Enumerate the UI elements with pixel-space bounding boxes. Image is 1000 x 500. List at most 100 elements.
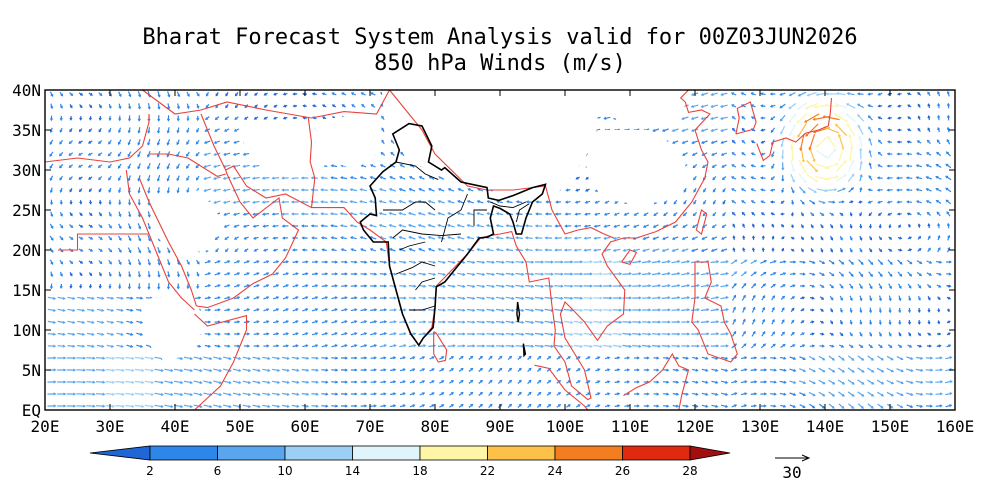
wind-vector-head [910, 405, 914, 408]
wind-vector [311, 369, 319, 371]
wind-vector-head [491, 308, 496, 312]
wind-vector-head [938, 272, 942, 276]
wind-vector-head [521, 308, 525, 312]
wind-vector-head [691, 248, 695, 252]
wind-vector-head [667, 284, 671, 288]
wind-vector [876, 379, 884, 385]
wind-vector-head [710, 128, 714, 132]
wind-vector-head [480, 355, 484, 359]
wind-vector-head [936, 211, 940, 215]
wind-vector-head [868, 225, 873, 229]
wind-vector-head [811, 308, 815, 312]
wind-vector-head [285, 272, 290, 276]
wind-vector-head [334, 260, 339, 264]
wind-vector-head [393, 356, 397, 360]
wind-vector-head [810, 237, 814, 241]
wind-vector-head [918, 285, 922, 289]
wind-vector-head [917, 297, 921, 301]
wind-vector-head [805, 133, 809, 137]
wind-vector [760, 260, 767, 264]
wind-vector-head [652, 128, 656, 132]
wind-vector [232, 380, 241, 384]
wind-vector-head [379, 176, 383, 180]
wind-vector-head [213, 152, 217, 156]
wind-vector-head [128, 250, 132, 254]
wind-vector [818, 200, 826, 204]
wind-vector-head [225, 93, 229, 97]
wind-vector-head [108, 273, 112, 277]
wind-vector-head [306, 356, 310, 360]
wind-vector [515, 345, 524, 347]
wind-vector-head [253, 116, 257, 120]
wind-vector-head [667, 320, 671, 324]
wind-vector [350, 176, 357, 180]
wind-vector-head [101, 332, 105, 336]
wind-vector [408, 321, 416, 323]
wind-vector-head [147, 166, 151, 170]
wind-vector [711, 248, 718, 252]
wind-vector-head [233, 224, 237, 228]
wind-vector-head [215, 105, 219, 109]
wind-vector-head [472, 332, 476, 336]
wind-vector-head [831, 273, 835, 277]
wind-vector-head [515, 224, 519, 228]
wind-vector-head [769, 92, 773, 96]
wind-vector-head [482, 272, 486, 276]
wind-vector [534, 320, 544, 324]
wind-vector [379, 212, 387, 216]
wind-vector-head [760, 200, 764, 204]
wind-vector-head [831, 212, 835, 216]
wind-vector-head [725, 296, 729, 300]
wind-vector-head [472, 272, 476, 276]
wind-vector-head [511, 332, 515, 336]
wind-vector-head [646, 368, 650, 372]
wind-vector [222, 392, 232, 396]
wind-vector-head [715, 392, 719, 396]
wind-vector [824, 104, 839, 108]
wind-vector-head [137, 142, 141, 146]
wind-vector-head [147, 106, 151, 110]
wind-vector-head [719, 104, 724, 108]
wind-vector-head [936, 151, 939, 155]
wind-vector-head [720, 248, 724, 252]
wind-vector [86, 381, 95, 383]
wind-vector-head [675, 404, 680, 408]
wind-vector [466, 272, 475, 276]
wind-vector [836, 160, 847, 172]
wind-vector-head [49, 129, 53, 134]
wind-vector [262, 380, 270, 384]
wind-vector-head [501, 296, 505, 300]
wind-vector-head [905, 176, 909, 180]
wind-vector [672, 128, 679, 132]
wind-vector-head [59, 129, 63, 133]
wind-vector-head [681, 249, 685, 252]
wind-vector-head [821, 320, 825, 324]
wind-vector-head [867, 200, 871, 204]
wind-vector-head [886, 164, 890, 168]
wind-vector [662, 248, 670, 252]
wind-vector-head [538, 379, 542, 383]
wind-vector-head [324, 320, 329, 324]
wind-vector-head [98, 117, 102, 121]
wind-vector [136, 344, 143, 348]
wind-vector-head [734, 392, 738, 396]
wind-vector [252, 392, 261, 396]
wind-vector-head [599, 260, 603, 264]
wind-vector-head [594, 200, 598, 204]
wind-vector-head [822, 357, 826, 361]
wind-vector-head [687, 320, 691, 324]
wind-vector-head [560, 260, 564, 264]
wind-vector [457, 284, 465, 288]
wind-vector-head [329, 200, 334, 204]
wind-vector [710, 260, 719, 264]
wind-vector-head [89, 260, 93, 264]
wind-vector-head [320, 200, 324, 204]
wind-vector [154, 368, 163, 372]
wind-vector [848, 259, 854, 265]
wind-vector [106, 344, 114, 348]
wind-vector-head [719, 116, 724, 120]
wind-vector [399, 285, 406, 287]
wind-vector [291, 368, 299, 372]
wind-vector-head [802, 357, 806, 360]
wind-vector-head [452, 344, 456, 348]
